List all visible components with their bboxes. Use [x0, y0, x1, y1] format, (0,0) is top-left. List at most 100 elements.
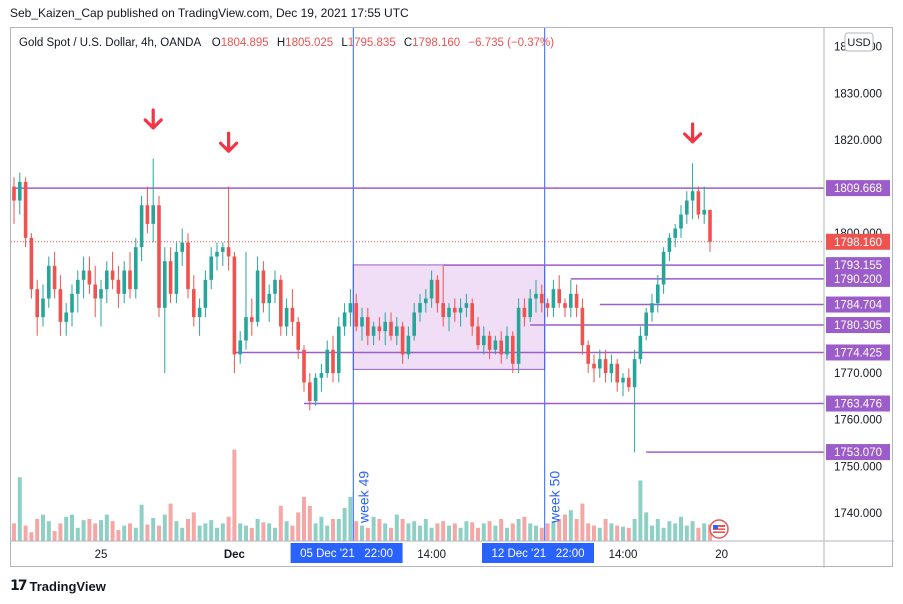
week-label: week 50 — [547, 471, 563, 524]
volume-bar — [244, 525, 248, 541]
volume-bar — [191, 512, 196, 541]
volume-bar — [499, 519, 504, 541]
candle-body — [656, 284, 660, 304]
volume-bar — [644, 512, 649, 541]
ohlc-high-value: 1805.025 — [285, 37, 333, 49]
chart-frame[interactable]: week 49 week 50 1840.0001830.0001820.0001… — [10, 27, 894, 568]
volume-bar — [64, 516, 69, 541]
week-separators: week 49 week 50 — [352, 28, 563, 541]
volume-bar — [116, 530, 121, 541]
time-axis[interactable]: 25 Dec 14:00 14:00 20 05 Dec '21 22:00 12 Dec … — [11, 540, 894, 563]
volume-bar — [197, 525, 202, 541]
candle-body — [598, 359, 602, 369]
volume-bar — [325, 525, 330, 541]
volume-bar — [470, 522, 475, 541]
candle-body — [203, 279, 208, 308]
volume-bar — [534, 525, 538, 541]
ohlc-low-value: 1795.835 — [348, 37, 396, 49]
volume-bar — [679, 516, 683, 541]
candle-body — [511, 335, 515, 364]
price-tick-label: 1820.000 — [834, 135, 882, 147]
volume-bar — [354, 521, 359, 541]
volume-bar — [70, 514, 74, 541]
volume-bar — [29, 532, 34, 541]
us-flag-icon[interactable] — [709, 519, 729, 539]
volume-bar — [621, 526, 625, 541]
volume-bar — [528, 523, 533, 541]
candle-body — [702, 209, 706, 215]
volume-bar — [145, 524, 150, 541]
candle-body — [627, 377, 631, 388]
volume-bar — [661, 527, 666, 541]
tradingview-footer[interactable]: 17 TradingView — [10, 578, 106, 594]
candle-body — [551, 289, 556, 308]
candle-body — [226, 247, 231, 257]
candle-body — [215, 251, 219, 257]
candle-body — [99, 289, 103, 299]
volume-bar — [365, 527, 370, 541]
candle-body — [476, 326, 480, 346]
week-label: week 49 — [355, 471, 371, 524]
volume-bar — [574, 519, 579, 541]
volume-bar — [563, 514, 567, 541]
volume-bar — [249, 527, 254, 541]
candle-body — [534, 293, 538, 299]
volume-bar — [580, 503, 585, 541]
volume-bar — [186, 519, 190, 541]
candle-body — [325, 349, 329, 374]
volume-bar — [296, 512, 301, 541]
level-badge-label: 1774.425 — [834, 347, 882, 359]
candle-body — [505, 335, 509, 355]
candle-body — [673, 228, 677, 238]
candle-body — [35, 289, 39, 318]
volume-bar — [452, 523, 457, 541]
volume-bar — [383, 523, 388, 541]
candle-body — [522, 307, 527, 318]
candle-body — [93, 284, 97, 299]
candle-body — [661, 251, 666, 285]
volume-bar — [603, 519, 608, 541]
candle-body — [110, 270, 115, 280]
candle-body — [435, 279, 440, 304]
volume-bar — [568, 510, 573, 541]
candle-body — [574, 293, 579, 308]
volume-bar — [394, 514, 399, 541]
annotation-arrows — [143, 108, 703, 153]
level-badge — [826, 395, 890, 412]
price-axis[interactable]: 1840.0001830.0001820.0001810.0001800.000… — [823, 28, 890, 568]
candle-body — [377, 326, 382, 332]
volume-bar — [273, 527, 277, 541]
candle-body — [679, 214, 683, 229]
volume-bar — [331, 519, 335, 541]
candle-body — [122, 270, 126, 294]
ohlc-open-value: 1804.895 — [221, 37, 269, 49]
level-badge-label: 1793.155 — [834, 260, 882, 272]
candle-body — [540, 293, 544, 304]
chart-svg[interactable]: week 49 week 50 1840.0001830.0001820.0001… — [11, 28, 894, 568]
candle-body — [308, 382, 312, 402]
volume-bar — [81, 520, 86, 541]
candle-body — [273, 279, 277, 294]
last-price-label: 1798.160 — [834, 237, 882, 249]
candle-body — [29, 237, 34, 290]
candle-body — [441, 303, 445, 318]
volume-bar — [226, 516, 231, 541]
currency-button[interactable]: USD — [844, 32, 874, 52]
ohlc-close-value: 1798.160 — [412, 37, 460, 49]
horizontal-levels[interactable] — [14, 187, 824, 453]
volume-bar — [423, 519, 428, 541]
volume-bar — [429, 527, 434, 541]
volume-bar — [209, 520, 214, 541]
candle-body — [221, 247, 225, 252]
candle-body — [192, 289, 196, 318]
volume-bar — [203, 523, 208, 541]
volume-bar — [162, 514, 167, 541]
volume-bar — [626, 527, 631, 541]
volume-bar — [377, 519, 382, 541]
down-arrow-icon — [143, 108, 163, 130]
volume-bar — [93, 523, 98, 541]
volume-bar — [307, 505, 312, 541]
candle-body — [360, 317, 364, 327]
candle-body — [250, 317, 254, 322]
candle-series — [12, 158, 712, 453]
